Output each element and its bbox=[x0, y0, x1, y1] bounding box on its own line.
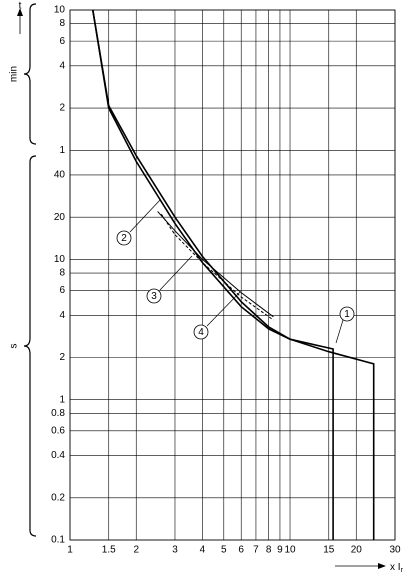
legend-circle bbox=[146, 288, 162, 304]
bracket-s bbox=[23, 155, 37, 537]
y-tick-label: 8 bbox=[59, 268, 65, 279]
legend-label: 2 bbox=[121, 233, 127, 244]
x-label: x Ir bbox=[390, 562, 404, 574]
x-tick-label: 10 bbox=[284, 545, 296, 556]
legend-circle bbox=[339, 306, 355, 322]
x-arrowhead bbox=[378, 563, 386, 569]
y-tick-label: 0.1 bbox=[51, 535, 65, 546]
curve bbox=[160, 213, 274, 321]
y-tick-label: 2 bbox=[59, 103, 65, 114]
y-tick-label: 40 bbox=[54, 170, 66, 181]
curve bbox=[157, 211, 274, 318]
y-tick-label: 4 bbox=[59, 310, 65, 321]
x-tick-label: 2 bbox=[133, 545, 139, 556]
y-unit-min: min bbox=[9, 66, 20, 82]
x-tick-label: 8 bbox=[266, 545, 272, 556]
x-tick-label: 1.5 bbox=[102, 545, 116, 556]
y-tick-label: 2 bbox=[59, 352, 65, 363]
y-tick-label: 8 bbox=[59, 18, 65, 29]
y-tick-label: 1 bbox=[59, 394, 65, 405]
x-tick-label: 15 bbox=[323, 545, 335, 556]
y-tick-label: 0.8 bbox=[51, 408, 65, 419]
leaders bbox=[129, 199, 344, 344]
x-tick-label: 7 bbox=[253, 545, 259, 556]
y-label: t bbox=[19, 1, 22, 12]
y-unit-s: s bbox=[9, 344, 20, 349]
curve bbox=[92, 9, 334, 540]
y-tick-label: 1 bbox=[59, 145, 65, 156]
x-tick-label: 20 bbox=[351, 545, 363, 556]
x-tick-label: 6 bbox=[238, 545, 244, 556]
legend-circle bbox=[116, 230, 132, 246]
bracket-min bbox=[23, 3, 37, 145]
legend-label: 4 bbox=[198, 327, 204, 338]
x-tick-label: 30 bbox=[389, 545, 401, 556]
legend-circle bbox=[193, 324, 209, 340]
y-tick-label: 0.6 bbox=[51, 425, 65, 436]
y-tick-label: 0.4 bbox=[51, 450, 65, 461]
y-tick-label: 0.2 bbox=[51, 492, 65, 503]
x-tick-label: 9 bbox=[277, 545, 283, 556]
y-tick-label: 20 bbox=[54, 212, 66, 223]
y-tick-label: 6 bbox=[59, 285, 65, 296]
y-tick-label: 10 bbox=[54, 5, 66, 16]
legend-label: 1 bbox=[344, 309, 350, 320]
x-tick-label: 4 bbox=[200, 545, 206, 556]
plot-frame bbox=[69, 9, 396, 541]
y-tick-label: 10 bbox=[54, 254, 66, 265]
y-tick-label: 4 bbox=[59, 60, 65, 71]
curve bbox=[92, 9, 375, 540]
y-tick-label: 6 bbox=[59, 36, 65, 47]
x-tick-label: 1 bbox=[67, 545, 73, 556]
legend-label: 3 bbox=[151, 291, 157, 302]
x-tick-label: 5 bbox=[221, 545, 227, 556]
x-tick-label: 3 bbox=[172, 545, 178, 556]
y-arrowhead bbox=[17, 8, 23, 16]
